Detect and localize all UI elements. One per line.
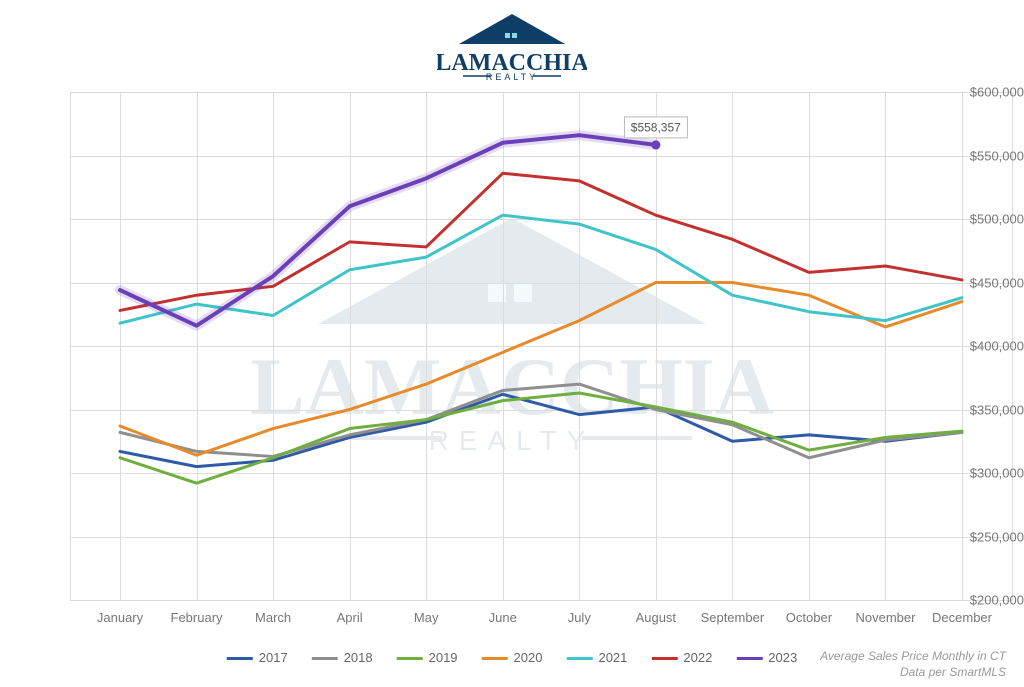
data-callout: $558,357 <box>624 116 688 138</box>
legend-swatch <box>651 657 677 660</box>
legend-label: 2022 <box>683 650 712 665</box>
series-glow <box>120 135 656 326</box>
x-tick-label: July <box>568 610 591 625</box>
legend-label: 2019 <box>429 650 458 665</box>
x-tick-label: June <box>489 610 517 625</box>
chart-legend: 2017 2018 2019 2020 2021 2022 2023 <box>215 650 809 665</box>
legend-label: 2020 <box>514 650 543 665</box>
legend-label: 2021 <box>598 650 627 665</box>
legend-item-2022: 2022 <box>651 650 712 665</box>
series-line-2020 <box>120 283 962 456</box>
x-tick-label: December <box>932 610 992 625</box>
y-tick-label: $550,000 <box>962 148 1024 163</box>
chart-lines <box>0 0 1024 687</box>
y-tick-label: $500,000 <box>962 212 1024 227</box>
x-tick-label: August <box>636 610 676 625</box>
footnote-line1: Average Sales Price Monthly in CT <box>820 649 1006 663</box>
y-tick-label: $600,000 <box>962 85 1024 100</box>
x-tick-label: March <box>255 610 291 625</box>
legend-label: 2017 <box>259 650 288 665</box>
legend-swatch <box>397 657 423 660</box>
series-line-2023 <box>120 135 656 326</box>
y-tick-label: $400,000 <box>962 339 1024 354</box>
legend-item-2021: 2021 <box>566 650 627 665</box>
legend-item-2017: 2017 <box>227 650 288 665</box>
legend-item-2023: 2023 <box>736 650 797 665</box>
y-tick-label: $350,000 <box>962 402 1024 417</box>
y-tick-label: $450,000 <box>962 275 1024 290</box>
y-tick-label: $300,000 <box>962 466 1024 481</box>
legend-swatch <box>482 657 508 660</box>
x-tick-label: May <box>414 610 439 625</box>
legend-label: 2018 <box>344 650 373 665</box>
x-tick-label: February <box>171 610 223 625</box>
legend-item-2020: 2020 <box>482 650 543 665</box>
chart-footnote: Average Sales Price Monthly in CT Data p… <box>820 648 1006 680</box>
legend-swatch <box>736 657 762 660</box>
footnote-line2: Data per SmartMLS <box>900 665 1006 679</box>
y-tick-label: $200,000 <box>962 593 1024 608</box>
legend-item-2019: 2019 <box>397 650 458 665</box>
x-tick-label: October <box>786 610 832 625</box>
x-tick-label: September <box>701 610 765 625</box>
x-tick-label: January <box>97 610 143 625</box>
legend-swatch <box>227 657 253 660</box>
legend-item-2018: 2018 <box>312 650 373 665</box>
y-tick-label: $250,000 <box>962 529 1024 544</box>
legend-label: 2023 <box>768 650 797 665</box>
x-tick-label: April <box>337 610 363 625</box>
legend-swatch <box>566 657 592 660</box>
callout-marker <box>651 140 660 149</box>
legend-swatch <box>312 657 338 660</box>
x-tick-label: November <box>855 610 915 625</box>
